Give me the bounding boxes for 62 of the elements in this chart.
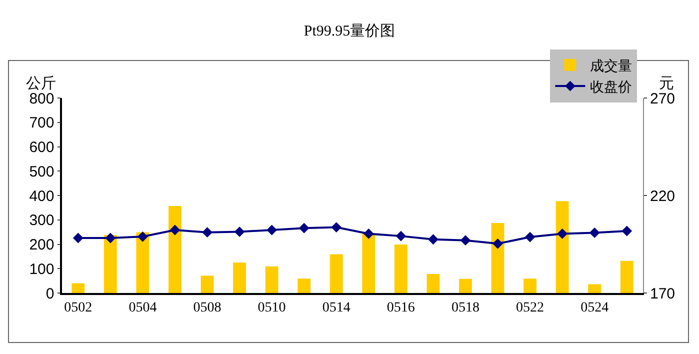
point bbox=[202, 227, 212, 238]
bar bbox=[588, 284, 602, 293]
point bbox=[460, 235, 471, 246]
point bbox=[72, 232, 84, 244]
bar bbox=[524, 278, 536, 293]
bar bbox=[72, 283, 85, 293]
y2-tick-label: 220 bbox=[650, 188, 676, 205]
bar bbox=[265, 266, 278, 293]
y2-tick-label: 270 bbox=[650, 90, 676, 108]
bar bbox=[620, 260, 634, 293]
point bbox=[298, 222, 310, 234]
x-tick-label: 0516 bbox=[386, 300, 415, 316]
bar bbox=[233, 262, 246, 293]
x-tick-label: 0524 bbox=[580, 300, 609, 316]
point bbox=[363, 228, 374, 239]
point bbox=[524, 232, 536, 242]
point bbox=[428, 234, 438, 245]
y-tick-label: 0 bbox=[46, 285, 54, 302]
x-tick-label: 0514 bbox=[322, 300, 350, 316]
bar bbox=[459, 278, 472, 293]
bar bbox=[136, 232, 150, 293]
bar bbox=[168, 206, 182, 293]
legend-label: 收盘价 bbox=[590, 80, 632, 96]
y-axis-title: 公斤 bbox=[26, 75, 56, 92]
y2-tick-label: 170 bbox=[650, 285, 676, 302]
bar bbox=[362, 233, 376, 293]
y-tick-label: 800 bbox=[29, 90, 54, 108]
x-tick-label: 0504 bbox=[128, 300, 157, 316]
y-tick-label: 700 bbox=[29, 114, 54, 132]
bar bbox=[394, 244, 408, 293]
point bbox=[589, 228, 600, 238]
bar bbox=[200, 276, 214, 293]
x-tick-label: 0510 bbox=[258, 300, 286, 316]
point bbox=[234, 226, 245, 237]
y-tick-label: 200 bbox=[29, 236, 54, 254]
bar bbox=[491, 223, 504, 293]
bar bbox=[426, 274, 440, 293]
y-tick-label: 300 bbox=[29, 212, 54, 230]
x-tick-label: 0522 bbox=[516, 300, 544, 316]
x-tick-label: 0508 bbox=[193, 300, 222, 316]
point bbox=[557, 228, 568, 239]
legend-label: 成交量 bbox=[590, 58, 632, 74]
x-tick-label: 0518 bbox=[451, 300, 480, 316]
point bbox=[170, 224, 180, 236]
bar bbox=[298, 278, 311, 293]
bar bbox=[330, 254, 343, 293]
point bbox=[396, 230, 406, 242]
y2-axis-title: 元 bbox=[659, 76, 674, 92]
x-tick-label: 0502 bbox=[64, 300, 92, 316]
point bbox=[622, 226, 632, 236]
point bbox=[492, 238, 503, 249]
y-tick-label: 500 bbox=[29, 163, 54, 180]
y-tick-label: 400 bbox=[29, 188, 54, 205]
chart-title: Pt99.95量价图 bbox=[304, 22, 396, 40]
y-tick-label: 600 bbox=[29, 139, 54, 156]
bar bbox=[556, 201, 569, 293]
bar bbox=[104, 234, 117, 293]
point bbox=[105, 232, 116, 244]
point bbox=[266, 224, 278, 236]
y-tick-label: 100 bbox=[29, 260, 54, 278]
point bbox=[137, 231, 148, 242]
point bbox=[331, 222, 342, 232]
